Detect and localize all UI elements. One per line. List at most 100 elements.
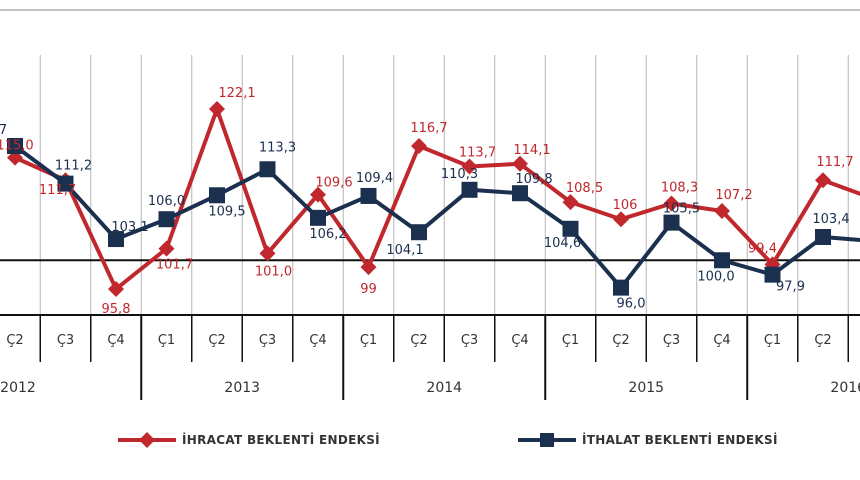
x-tick-label: Ç3 xyxy=(259,333,276,348)
x-tick-label: Ç2 xyxy=(612,333,629,348)
year-label: 2014 xyxy=(426,380,462,396)
data-label: 109,4 xyxy=(356,171,393,186)
x-tick-label: Ç2 xyxy=(6,333,23,348)
import-data-point xyxy=(562,220,579,237)
legend: İHRACAT BEKLENTİ ENDEKSİ İTHALAT BEKLENT… xyxy=(118,432,778,448)
data-label: 101,0 xyxy=(255,264,292,279)
x-tick-label: Ç2 xyxy=(410,333,427,348)
x-tick-label: Ç4 xyxy=(713,333,730,348)
export-data-point xyxy=(461,158,478,175)
data-label: 115,0 xyxy=(0,139,34,154)
data-label: 106,0 xyxy=(148,194,185,209)
x-tick-label: Ç2 xyxy=(208,333,225,348)
export-data-point xyxy=(360,259,377,276)
data-label: 7 xyxy=(0,123,7,138)
x-axis: Ç2Ç3Ç4Ç1Ç2Ç3Ç4Ç1Ç2Ç3Ç4Ç1Ç2Ç3Ç4Ç1Ç2Ç3Ç420… xyxy=(0,314,860,400)
data-label: 114,1 xyxy=(513,143,550,158)
export-data-point xyxy=(411,138,427,154)
data-label: 116,7 xyxy=(410,121,447,136)
data-label: 105,5 xyxy=(663,202,700,217)
x-tick-label: Ç1 xyxy=(360,333,377,348)
import-data-point xyxy=(108,231,124,248)
data-label: 113,7 xyxy=(459,146,496,161)
import-data-point xyxy=(411,224,427,241)
x-tick-label: Ç1 xyxy=(562,333,579,348)
export-data-point xyxy=(562,194,579,211)
data-label: 111,2 xyxy=(55,159,92,174)
year-label: 2012 xyxy=(0,380,36,396)
year-label: 2015 xyxy=(628,380,664,396)
x-tick-label: Ç1 xyxy=(158,333,175,348)
import-data-point xyxy=(158,211,175,228)
x-tick-label: Ç2 xyxy=(814,333,831,348)
x-tick-label: Ç3 xyxy=(461,333,478,348)
data-label: 109,8 xyxy=(515,172,552,187)
data-label: 111,7 xyxy=(39,183,76,198)
data-label: 109,5 xyxy=(208,204,245,219)
series-layer xyxy=(7,101,860,297)
data-label: 97,9 xyxy=(776,280,805,295)
export-data-point xyxy=(613,211,629,228)
export-data-point xyxy=(714,203,730,219)
year-label: 2013 xyxy=(224,380,260,396)
data-label: 106 xyxy=(613,198,638,213)
x-tick-label: Ç4 xyxy=(107,333,124,348)
export-data-point xyxy=(209,101,225,118)
data-label: 111,7 xyxy=(816,155,853,170)
data-label: 95,8 xyxy=(102,302,131,317)
data-label: 100,0 xyxy=(697,269,734,284)
data-label: 108,3 xyxy=(661,180,698,195)
year-label: 2016 xyxy=(830,380,860,396)
data-label: 104,1 xyxy=(386,243,423,258)
x-tick-label: Ç1 xyxy=(764,333,781,348)
data-label: 104,6 xyxy=(544,236,581,251)
legend-label-export: İHRACAT BEKLENTİ ENDEKSİ xyxy=(182,432,380,447)
import-data-point xyxy=(209,187,225,204)
import-data-point xyxy=(815,229,831,245)
gridlines xyxy=(0,55,860,315)
data-label: 107,2 xyxy=(715,188,752,203)
export-data-point xyxy=(158,240,175,257)
data-label: 113,3 xyxy=(259,140,296,155)
import-data-point xyxy=(310,209,326,226)
legend-item-import: İTHALAT BEKLENTİ ENDEKSİ xyxy=(518,432,778,447)
x-tick-label: Ç3 xyxy=(57,333,74,348)
legend-item-export: İHRACAT BEKLENTİ ENDEKSİ xyxy=(118,432,380,448)
data-label: 99 xyxy=(360,282,377,297)
chart-frame xyxy=(0,9,860,11)
legend-label-import: İTHALAT BEKLENTİ ENDEKSİ xyxy=(582,432,778,447)
import-data-point xyxy=(512,185,528,202)
export-data-point xyxy=(108,281,124,297)
export-data-point xyxy=(310,186,326,203)
data-label: 106,2 xyxy=(309,227,346,242)
import-data-point xyxy=(461,181,478,198)
export-data-point xyxy=(815,172,831,189)
export-data-point xyxy=(259,245,276,262)
data-labels: 115,0 111,7 95,8 101,7 122,1 101,0 109,6 99 116,… xyxy=(0,86,854,317)
data-label: 109,6 xyxy=(315,176,352,191)
export-data-point xyxy=(512,155,528,172)
data-label: 103,1 xyxy=(111,220,148,235)
import-data-point xyxy=(714,252,730,269)
import-data-point xyxy=(663,214,680,231)
data-label: 108,5 xyxy=(566,181,603,196)
data-label: 99,4 xyxy=(748,241,777,256)
import-data-point xyxy=(7,138,23,154)
data-label: 101,7 xyxy=(156,258,193,273)
import-data-point xyxy=(764,266,781,283)
x-tick-label: Ç4 xyxy=(309,333,326,348)
import-data-point xyxy=(613,279,629,296)
legend-marker-import xyxy=(540,433,554,447)
x-tick-label: Ç3 xyxy=(663,333,680,348)
legend-marker-export xyxy=(139,432,155,448)
export-data-point xyxy=(663,195,680,212)
data-label: 110,3 xyxy=(441,167,478,182)
import-data-point xyxy=(360,187,377,204)
import-data-point xyxy=(259,161,276,178)
data-label: 122,1 xyxy=(218,86,255,101)
data-label: 96,0 xyxy=(617,297,646,312)
import-data-point xyxy=(57,175,74,192)
data-label: 103,4 xyxy=(812,212,849,227)
x-tick-label: Ç4 xyxy=(511,333,528,348)
